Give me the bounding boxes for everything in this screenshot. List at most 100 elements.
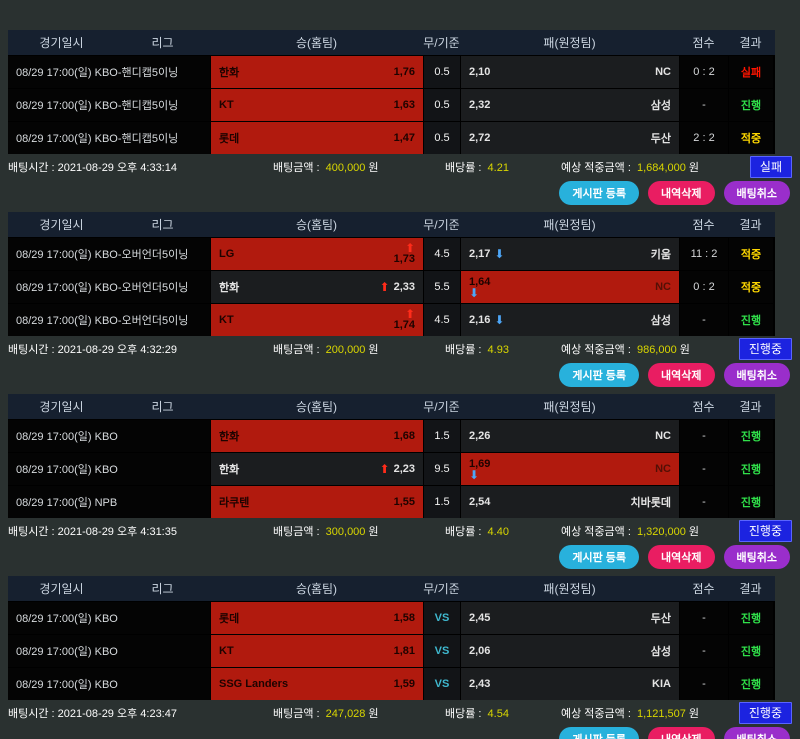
bet-slip-section: 경기일시 리그 승(홈팀) 무/기준 패(원정팀) 점수 결과 08/29 17:00(일) … — [8, 394, 792, 569]
match-datetime-league: 08/29 17:00(일) KBO — [8, 420, 210, 452]
draw-baseline-value: VS — [434, 678, 450, 690]
match-datetime-league: 08/29 17:00(일) KBO-오버언더5이닝 — [8, 271, 210, 303]
away-pick-cell: 1,69 ⬇ NC — [461, 453, 679, 485]
score-cell: 2 : 2 — [680, 122, 728, 154]
col-datetime: 경기일시 — [39, 400, 84, 414]
away-pick-cell: 2,26 NC — [461, 420, 679, 452]
bet-slip-section: 경기일시 리그 승(홈팀) 무/기준 패(원정팀) 점수 결과 08/29 17:00(일) … — [8, 576, 792, 739]
home-pick-cell: 한화 ⬆ 2,23 — [211, 453, 423, 485]
total-odds-label: 배당률 — [445, 707, 476, 720]
away-odds: 2,45 — [469, 612, 491, 624]
bet-time-value: 2021-08-29 오후 4:32:29 — [57, 343, 177, 356]
delete-history-button[interactable]: 내역삭제 — [648, 727, 715, 739]
col-home: 승(홈팀) — [295, 218, 338, 232]
board-register-button[interactable]: 게시판 등록 — [559, 363, 640, 387]
score-cell: 0 : 2 — [680, 271, 728, 303]
total-odds-value: 4.40 — [487, 525, 509, 538]
currency-label: 원 — [368, 707, 379, 720]
match-datetime-league: 08/29 17:00(일) KBO-핸디캡5이닝 — [8, 89, 210, 121]
away-pick-cell: 2,10 NC — [461, 56, 679, 88]
table-body: 08/29 17:00(일) KBO 롯데 1,58 VS 2,45 두산 - 진행 08/29… — [8, 601, 775, 700]
result-label: 적중 — [740, 282, 762, 294]
separator: : — [48, 707, 58, 720]
currency-label: 원 — [368, 525, 379, 538]
up-arrow-icon: ⬆ — [379, 280, 390, 294]
board-register-button[interactable]: 게시판 등록 — [559, 181, 640, 205]
home-odds: 1,55 — [393, 496, 415, 508]
away-pick-cell: 2,32 삼성 — [461, 89, 679, 121]
table-body: 08/29 17:00(일) KBO 한화 1,68 1.5 2,26 NC - 진행 08/2… — [8, 419, 775, 518]
cancel-bet-button[interactable]: 배팅취소 — [723, 181, 790, 205]
delete-history-button[interactable]: 내역삭제 — [648, 363, 715, 387]
home-pick-cell: 한화 1,76 — [211, 56, 423, 88]
expected-winnings-label: 예상 적중금액 — [561, 525, 625, 538]
bet-time: 배팅시간 : 2021-08-29 오후 4:31:35 — [8, 523, 273, 539]
score-cell: - — [680, 89, 728, 121]
home-odds: 1,59 — [393, 678, 415, 690]
away-team-name: 키움 — [650, 249, 671, 261]
match-datetime-league: 08/29 17:00(일) KBO-오버언더5이닝 — [8, 304, 210, 336]
action-buttons: 게시판 등록 내역삭제 배팅취소 — [8, 727, 790, 739]
draw-baseline-cell: 4.5 — [424, 238, 460, 270]
home-pick-cell: KT ⬆ 1,74 — [211, 304, 423, 336]
score-cell: - — [680, 304, 728, 336]
bet-time-value: 2021-08-29 오후 4:23:47 — [57, 707, 177, 720]
draw-baseline-cell: VS — [424, 602, 460, 634]
action-buttons: 게시판 등록 내역삭제 배팅취소 — [8, 363, 790, 387]
board-register-button[interactable]: 게시판 등록 — [559, 545, 640, 569]
delete-history-button[interactable]: 내역삭제 — [648, 181, 715, 205]
down-arrow-icon: ⬇ — [469, 286, 480, 300]
delete-history-button[interactable]: 내역삭제 — [648, 545, 715, 569]
expected-winnings-value: 1,684,000 — [636, 161, 686, 174]
bet-amount-value: 247,028 — [325, 707, 366, 720]
home-odds: 1,73 — [393, 253, 415, 265]
draw-baseline-value: VS — [434, 612, 450, 624]
total-odds: 배당률 : 4.40 — [445, 523, 561, 539]
bet-time: 배팅시간 : 2021-08-29 오후 4:32:29 — [8, 341, 273, 357]
result-cell: 진행 — [729, 602, 773, 634]
result-cell: 진행 — [729, 486, 773, 518]
away-team-name: NC — [655, 430, 671, 442]
result-cell: 진행 — [729, 453, 773, 485]
odds-group: ⬆ 2,33 — [380, 281, 415, 293]
away-odds: 2,26 — [469, 430, 491, 442]
table-row: 08/29 17:00(일) KBO 롯데 1,58 VS 2,45 두산 - 진행 — [8, 602, 775, 634]
total-odds-label: 배당률 — [445, 161, 476, 174]
result-label: 진행 — [740, 464, 762, 476]
match-datetime-league: 08/29 17:00(일) KBO — [8, 668, 210, 700]
total-odds: 배당률 : 4.93 — [445, 341, 561, 357]
col-datetime: 경기일시 — [39, 582, 84, 596]
home-pick-cell: KT 1,63 — [211, 89, 423, 121]
bet-amount-label: 배팅금액 — [273, 707, 314, 720]
col-draw: 무/기준 — [423, 582, 460, 596]
table-header: 경기일시 리그 승(홈팀) 무/기준 패(원정팀) 점수 결과 — [8, 30, 775, 55]
board-register-button[interactable]: 게시판 등록 — [559, 727, 640, 739]
away-team-name: 두산 — [650, 133, 671, 145]
separator: : — [475, 525, 485, 538]
home-odds: 1,47 — [393, 132, 415, 144]
separator: : — [475, 161, 485, 174]
home-team-name: 라쿠텐 — [219, 497, 250, 509]
expected-winnings-value: 1,121,507 — [636, 707, 686, 720]
bet-slip-section: 경기일시 리그 승(홈팀) 무/기준 패(원정팀) 점수 결과 08/29 17:00(일) … — [8, 30, 792, 205]
table-header: 경기일시 리그 승(홈팀) 무/기준 패(원정팀) 점수 결과 — [8, 212, 775, 237]
currency-label: 원 — [688, 525, 700, 538]
col-draw: 무/기준 — [423, 400, 460, 414]
total-odds-value: 4.93 — [487, 343, 509, 356]
home-team-name: 한화 — [219, 282, 240, 294]
up-arrow-icon: ⬆ — [404, 241, 415, 255]
result-cell: 적중 — [729, 122, 773, 154]
draw-baseline-value: 0.5 — [434, 99, 450, 111]
bet-amount: 배팅금액 : 400,000 원 — [273, 159, 445, 175]
draw-baseline-value: 4.5 — [434, 314, 450, 326]
col-league: 리그 — [151, 400, 174, 414]
col-league: 리그 — [151, 218, 174, 232]
draw-baseline-cell: 4.5 — [424, 304, 460, 336]
cancel-bet-button[interactable]: 배팅취소 — [723, 363, 790, 387]
cancel-bet-button[interactable]: 배팅취소 — [723, 545, 790, 569]
col-result: 결과 — [739, 218, 762, 232]
away-pick-cell: 2,16 ⬇ 삼성 — [461, 304, 679, 336]
away-team-name: NC — [655, 66, 671, 78]
col-draw: 무/기준 — [423, 218, 460, 232]
cancel-bet-button[interactable]: 배팅취소 — [723, 727, 790, 739]
